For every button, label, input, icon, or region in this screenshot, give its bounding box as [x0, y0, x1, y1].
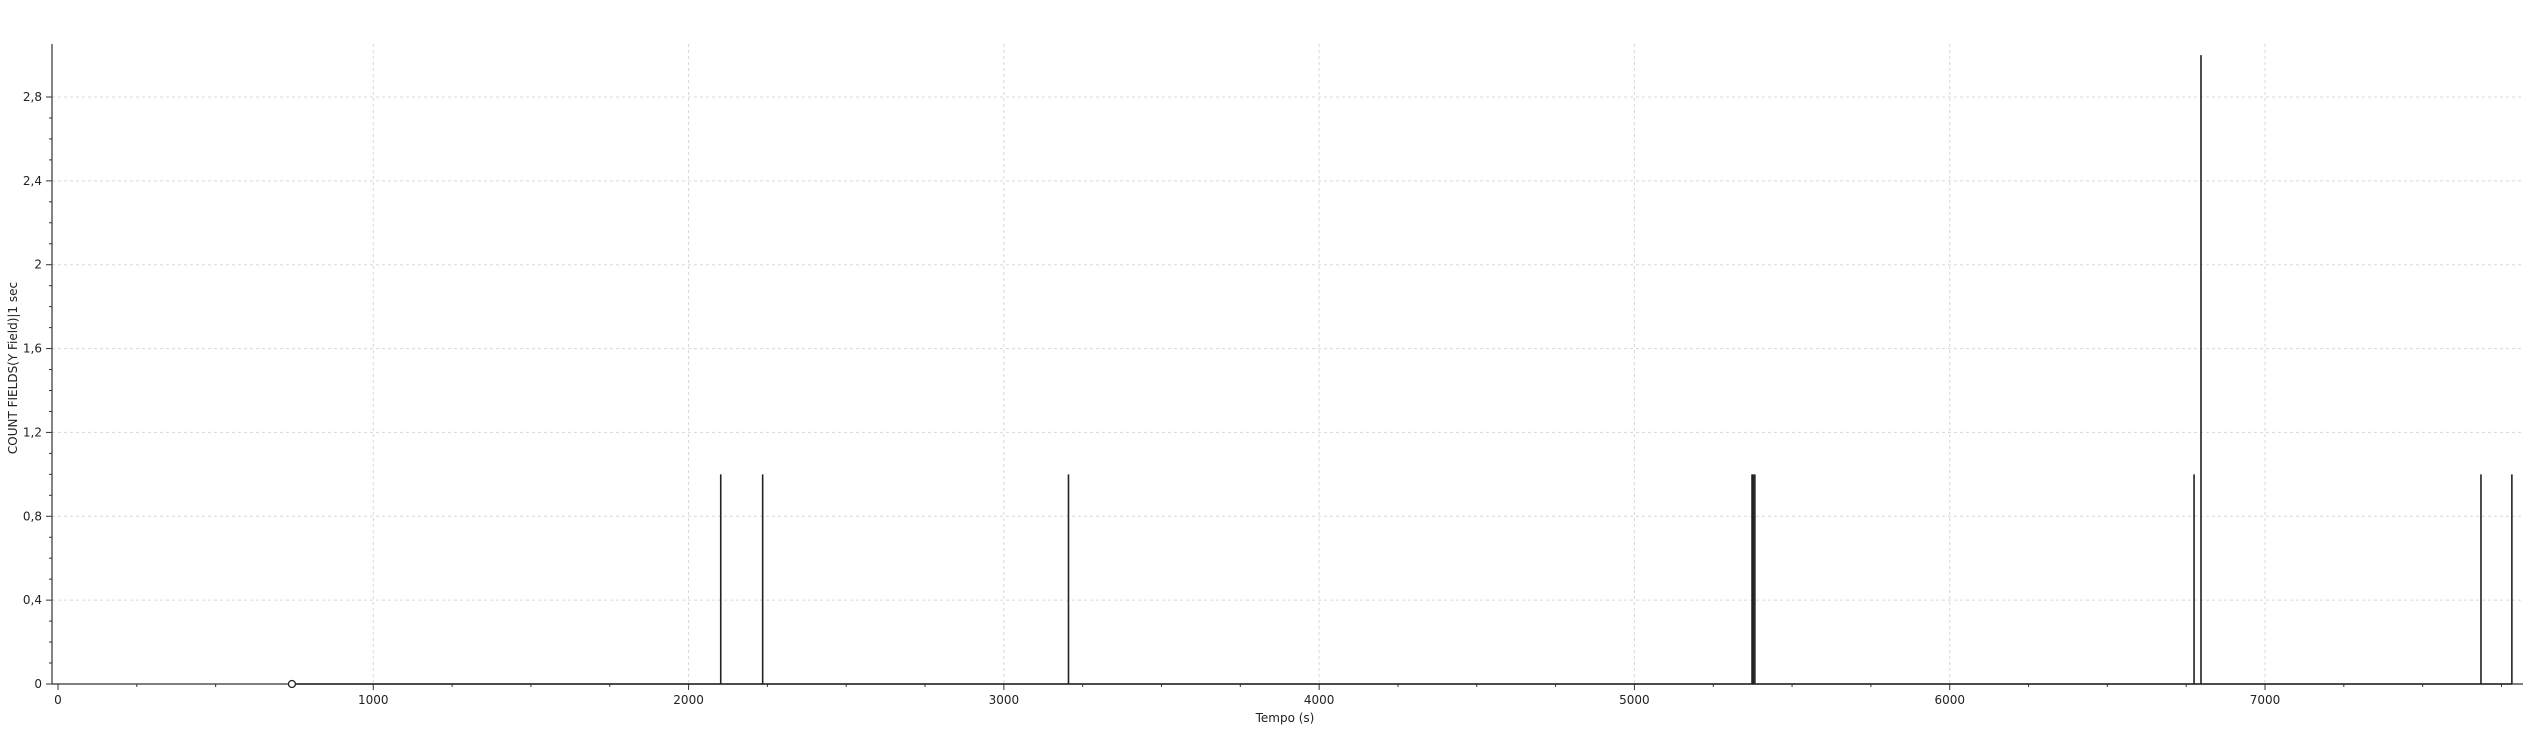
x-tick-label: 2000	[673, 693, 704, 707]
x-tick-label: 3000	[989, 693, 1020, 707]
x-tick-label: 5000	[1619, 693, 1650, 707]
data-point-marker	[287, 679, 297, 689]
y-tick-label: 1,6	[23, 342, 42, 356]
y-axis-title: COUNT FIELDS(Y Field)|1 sec	[6, 282, 20, 454]
y-tick-label: 0,8	[23, 509, 42, 523]
x-tick-label: 6000	[1934, 693, 1965, 707]
y-tick-label: 0,4	[23, 593, 42, 607]
x-tick-label: 4000	[1304, 693, 1335, 707]
series-0	[287, 55, 2513, 689]
y-tick-label: 2	[34, 258, 42, 272]
grid	[52, 44, 2523, 684]
y-tick-label: 1,2	[23, 425, 42, 439]
y-tick-label: 2,8	[23, 90, 42, 104]
y-tick-label: 2,4	[23, 174, 42, 188]
x-axis-title: Tempo (s)	[1255, 711, 1315, 725]
x-tick-label: 1000	[358, 693, 389, 707]
x-tick-label: 7000	[2250, 693, 2281, 707]
y-tick-label: 0	[34, 677, 42, 691]
axes: 0 1000 2000 3000 4000 5000 6000 7000 0 0,4 0,8 1,2 1…	[23, 44, 2523, 707]
x-tick-label: 0	[54, 693, 62, 707]
